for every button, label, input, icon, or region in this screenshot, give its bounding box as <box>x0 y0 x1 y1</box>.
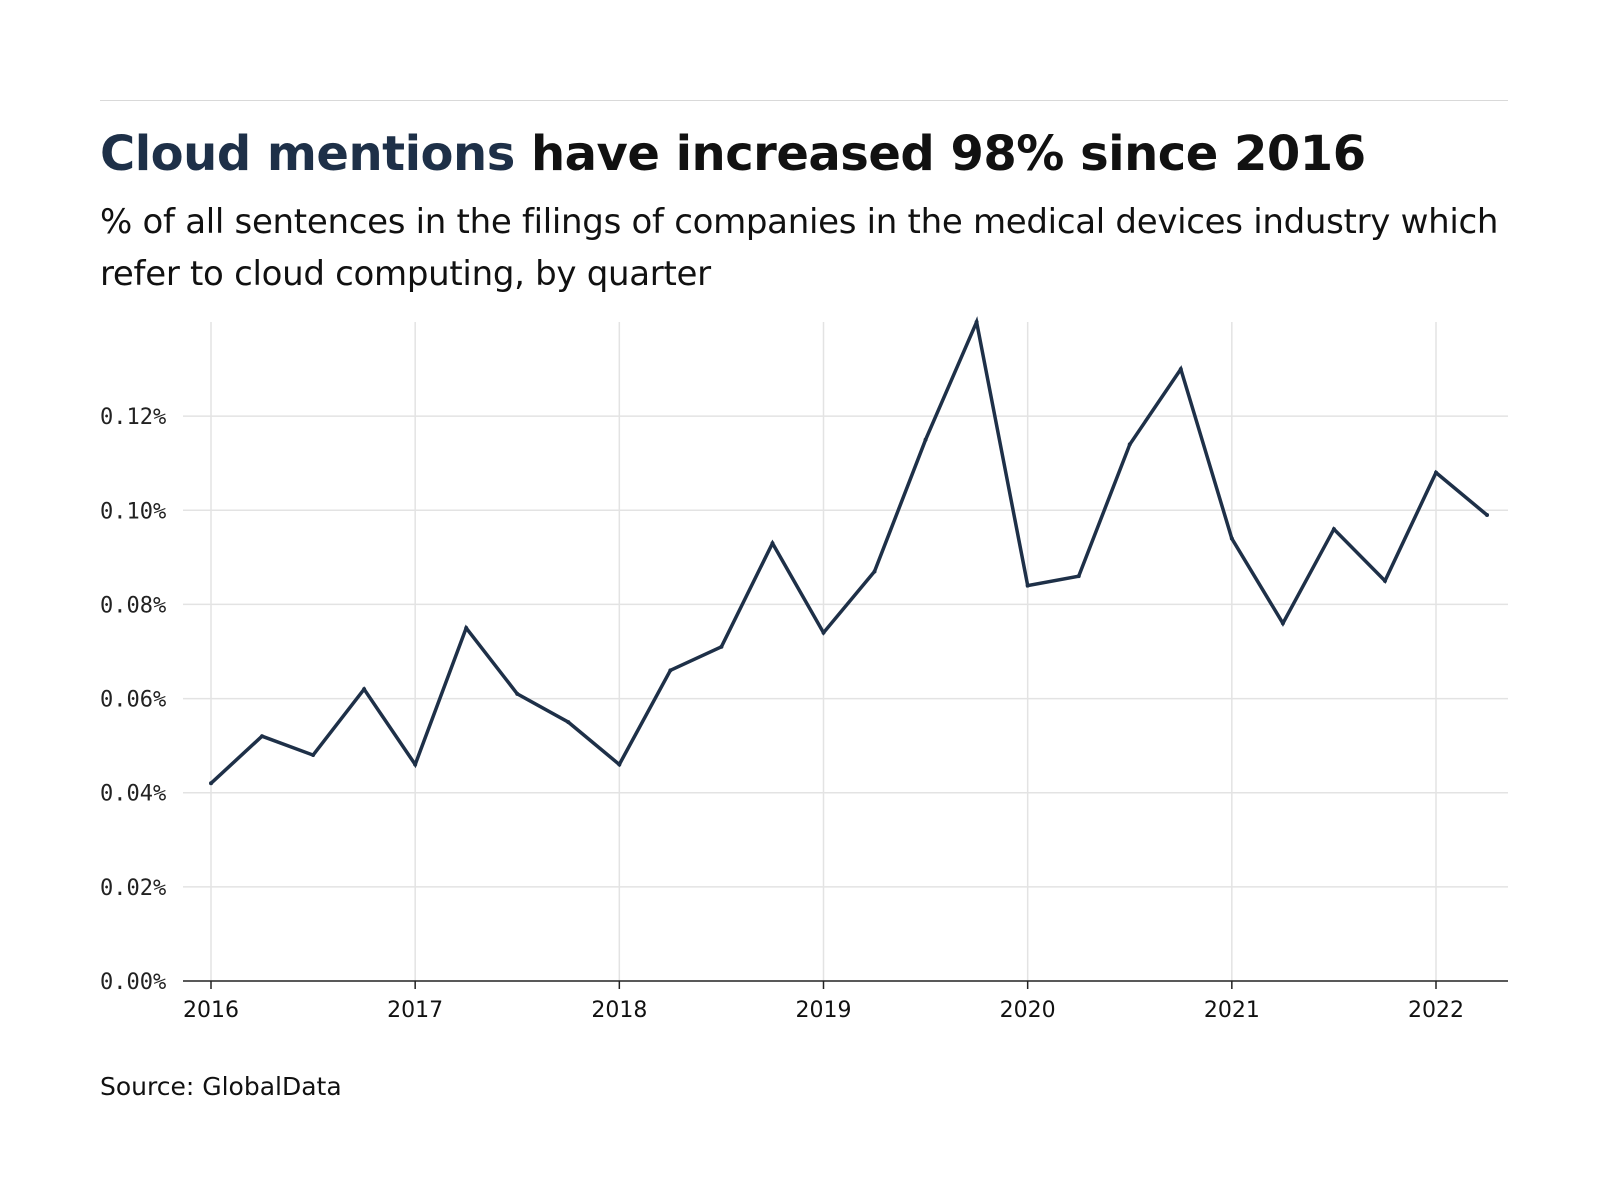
source-note: Source: GlobalData <box>100 1072 342 1101</box>
y-tick-label: 0.12% <box>100 405 166 430</box>
data-point <box>1076 574 1081 579</box>
y-tick-label: 0.10% <box>100 499 166 524</box>
data-point <box>1025 583 1030 588</box>
data-point <box>719 644 724 649</box>
data-point <box>464 625 469 630</box>
y-tick-label: 0.08% <box>100 593 166 618</box>
data-point <box>1280 621 1285 626</box>
data-point <box>974 320 979 324</box>
data-point <box>872 569 877 574</box>
data-point <box>668 668 673 673</box>
grid-layer <box>183 322 1508 981</box>
data-point <box>362 687 367 692</box>
y-tick-label: 0.02% <box>100 876 166 901</box>
data-point <box>1382 578 1387 583</box>
y-tick-label: 0.00% <box>100 970 166 995</box>
chart-title: Cloud mentions have increased 98% since … <box>100 122 1366 186</box>
x-tick-label: 2020 <box>1000 998 1056 1023</box>
data-point <box>923 437 928 442</box>
x-tick-label: 2019 <box>796 998 852 1023</box>
data-point <box>1178 367 1183 372</box>
axis-layer: 0.00% 0.02% 0.04% 0.06% 0.08% 0.10% 0.12% 2016 2… <box>100 405 1508 1023</box>
chart-title-rest: have increased 98% since 2016 <box>514 126 1366 182</box>
data-point <box>311 753 316 758</box>
data-point <box>617 762 622 767</box>
x-tick-label: 2018 <box>591 998 647 1023</box>
chart-title-highlight: Cloud mentions <box>100 126 515 182</box>
data-point <box>821 630 826 635</box>
data-point <box>566 720 571 725</box>
y-tick-label: 0.04% <box>100 782 166 807</box>
data-point <box>515 691 520 696</box>
data-point <box>1127 442 1132 447</box>
data-point <box>260 734 265 739</box>
x-tick-label: 2017 <box>387 998 443 1023</box>
data-point <box>209 781 213 786</box>
data-point <box>1331 527 1336 532</box>
series-line <box>209 316 1489 785</box>
data-point <box>1434 470 1438 475</box>
x-tick-label: 2022 <box>1408 998 1464 1023</box>
data-point <box>1229 536 1234 541</box>
chart-subtitle: % of all sentences in the filings of com… <box>100 202 1499 294</box>
data-point <box>1485 512 1490 517</box>
data-point <box>413 762 418 767</box>
top-rule <box>100 100 1508 101</box>
y-tick-label: 0.06% <box>100 688 166 713</box>
x-tick-label: 2021 <box>1204 998 1260 1023</box>
series-layer <box>209 316 1490 786</box>
data-point <box>770 541 775 546</box>
x-tick-label: 2016 <box>183 998 239 1023</box>
